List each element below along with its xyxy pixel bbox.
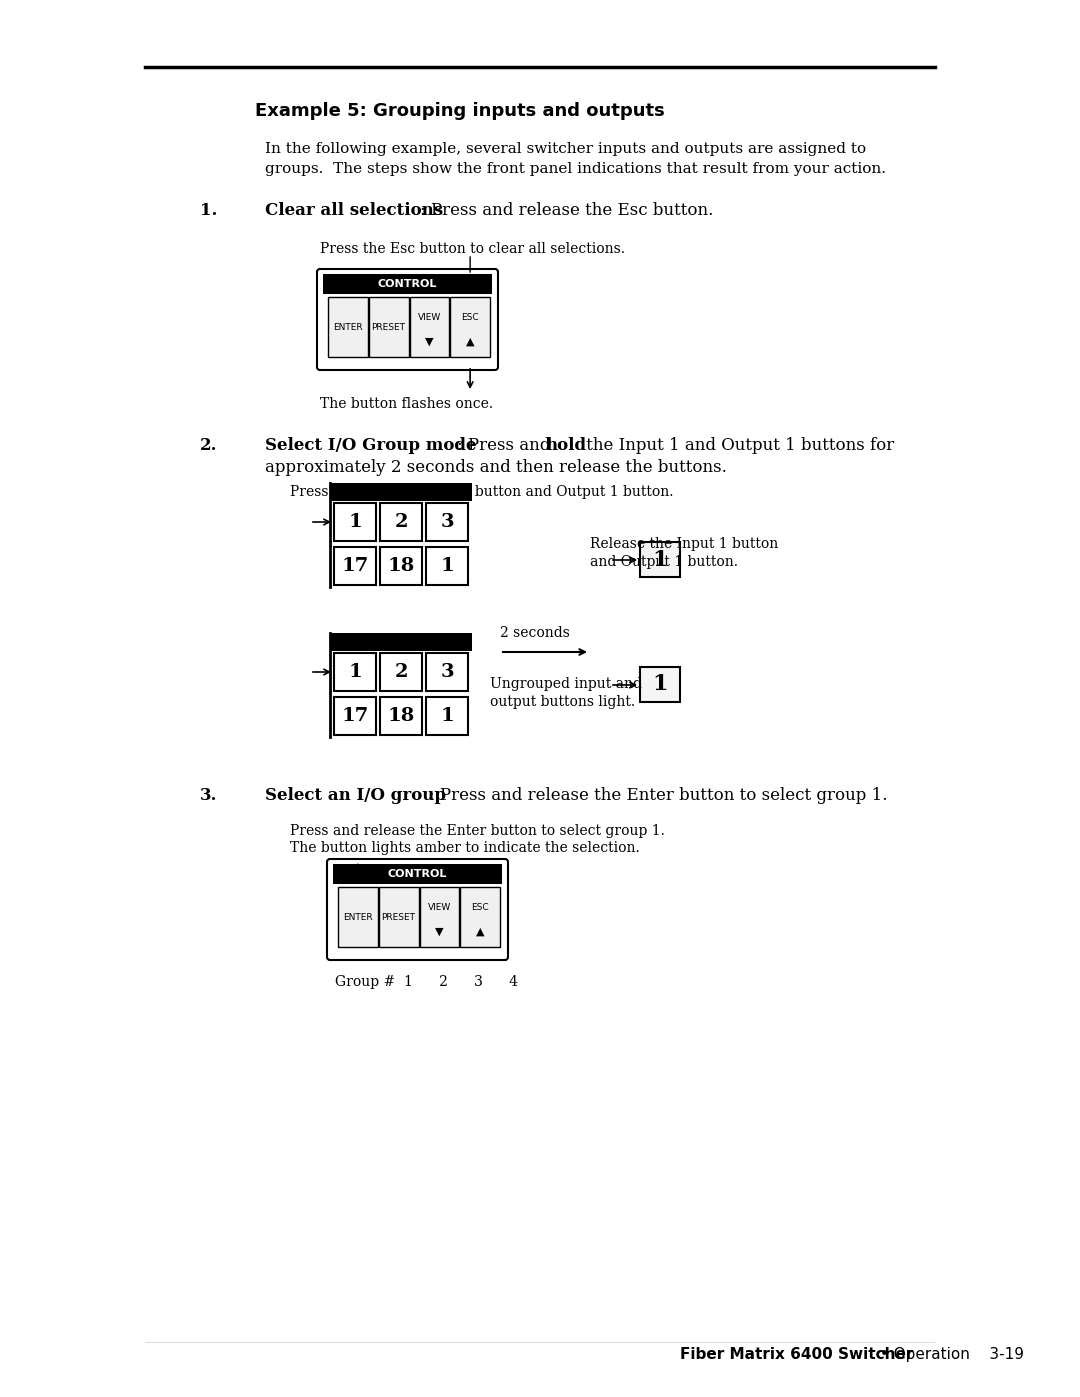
Bar bbox=[338, 887, 378, 947]
Bar bbox=[330, 483, 472, 502]
Text: ▼: ▼ bbox=[435, 928, 444, 937]
Text: PRESET: PRESET bbox=[372, 323, 406, 331]
Text: ESC: ESC bbox=[461, 313, 478, 323]
Text: Clear all selections: Clear all selections bbox=[265, 203, 443, 219]
Text: 18: 18 bbox=[388, 707, 415, 725]
Bar bbox=[426, 652, 468, 692]
FancyBboxPatch shape bbox=[327, 859, 508, 960]
Text: The button flashes once.: The button flashes once. bbox=[320, 397, 494, 411]
Text: Group #  1      2      3      4: Group # 1 2 3 4 bbox=[335, 975, 518, 989]
Text: 3.: 3. bbox=[200, 787, 217, 805]
Text: hold: hold bbox=[357, 485, 392, 499]
Text: 2.: 2. bbox=[200, 437, 217, 454]
Text: 3: 3 bbox=[441, 664, 454, 680]
Text: ▲: ▲ bbox=[476, 928, 484, 937]
Bar bbox=[426, 697, 468, 735]
Text: Release the Input 1 button
and Output 1 button.: Release the Input 1 button and Output 1 … bbox=[590, 536, 779, 570]
Text: Ungrouped input and
output buttons light.: Ungrouped input and output buttons light… bbox=[490, 678, 642, 710]
Text: The button lights amber to indicate the selection.: The button lights amber to indicate the … bbox=[291, 841, 639, 855]
FancyBboxPatch shape bbox=[318, 270, 498, 370]
Bar bbox=[330, 633, 472, 651]
Bar bbox=[409, 298, 449, 358]
Text: 1: 1 bbox=[441, 707, 454, 725]
Bar bbox=[379, 887, 419, 947]
Bar bbox=[380, 652, 422, 692]
Text: the Input 1 and Output 1 buttons for: the Input 1 and Output 1 buttons for bbox=[581, 437, 894, 454]
Text: 2 seconds: 2 seconds bbox=[500, 626, 570, 640]
Text: ESC: ESC bbox=[471, 904, 489, 912]
Bar bbox=[380, 697, 422, 735]
Text: ENTER: ENTER bbox=[333, 323, 363, 331]
Bar bbox=[460, 887, 500, 947]
Text: 2: 2 bbox=[394, 513, 408, 531]
Text: Fiber Matrix 6400 Switcher: Fiber Matrix 6400 Switcher bbox=[680, 1347, 914, 1362]
Text: : Press and release the Esc button.: : Press and release the Esc button. bbox=[420, 203, 714, 219]
Text: 17: 17 bbox=[341, 557, 368, 576]
Bar bbox=[380, 503, 422, 541]
Bar bbox=[334, 548, 376, 585]
Text: 18: 18 bbox=[388, 557, 415, 576]
Bar bbox=[334, 503, 376, 541]
Text: 1: 1 bbox=[652, 549, 667, 570]
Bar bbox=[426, 503, 468, 541]
Text: 2: 2 bbox=[394, 664, 408, 680]
Bar bbox=[334, 652, 376, 692]
Text: Select an I/O group: Select an I/O group bbox=[265, 787, 446, 805]
Bar bbox=[333, 863, 502, 884]
Text: 1: 1 bbox=[348, 664, 362, 680]
Text: CONTROL: CONTROL bbox=[378, 279, 437, 289]
Text: ▲: ▲ bbox=[465, 337, 474, 346]
Bar bbox=[323, 274, 492, 293]
Bar bbox=[380, 548, 422, 585]
Bar bbox=[328, 298, 368, 358]
Text: PRESET: PRESET bbox=[381, 912, 416, 922]
Text: • Operation    3-19: • Operation 3-19 bbox=[875, 1347, 1024, 1362]
Text: hold: hold bbox=[545, 437, 586, 454]
Bar bbox=[640, 666, 680, 703]
Text: In the following example, several switcher inputs and outputs are assigned to
gr: In the following example, several switch… bbox=[265, 142, 886, 176]
Text: Select I/O Group mode: Select I/O Group mode bbox=[265, 437, 476, 454]
Text: 17: 17 bbox=[341, 707, 368, 725]
Text: : Press and: : Press and bbox=[457, 437, 555, 454]
Text: ENTER: ENTER bbox=[343, 912, 373, 922]
Text: Press and: Press and bbox=[291, 485, 364, 499]
Text: VIEW: VIEW bbox=[428, 904, 451, 912]
Text: 1: 1 bbox=[441, 557, 454, 576]
Text: ▼: ▼ bbox=[426, 337, 434, 346]
Text: Press and release the Enter button to select group 1.: Press and release the Enter button to se… bbox=[291, 824, 665, 838]
Bar bbox=[426, 548, 468, 585]
Text: VIEW: VIEW bbox=[418, 313, 441, 323]
Text: : Press and release the Enter button to select group 1.: : Press and release the Enter button to … bbox=[429, 787, 888, 805]
Bar bbox=[450, 298, 490, 358]
Text: 3: 3 bbox=[441, 513, 454, 531]
Text: the Input 1 button and Output 1 button.: the Input 1 button and Output 1 button. bbox=[388, 485, 674, 499]
Bar bbox=[419, 887, 459, 947]
Text: Press the Esc button to clear all selections.: Press the Esc button to clear all select… bbox=[320, 242, 625, 256]
Text: 1: 1 bbox=[348, 513, 362, 531]
Bar bbox=[640, 542, 680, 577]
Text: Example 5: Grouping inputs and outputs: Example 5: Grouping inputs and outputs bbox=[255, 102, 665, 120]
Bar bbox=[334, 697, 376, 735]
Text: approximately 2 seconds and then release the buttons.: approximately 2 seconds and then release… bbox=[265, 460, 727, 476]
Text: CONTROL: CONTROL bbox=[388, 869, 447, 879]
Bar bbox=[368, 298, 408, 358]
Text: 1: 1 bbox=[652, 673, 667, 696]
Text: 1.: 1. bbox=[200, 203, 217, 219]
